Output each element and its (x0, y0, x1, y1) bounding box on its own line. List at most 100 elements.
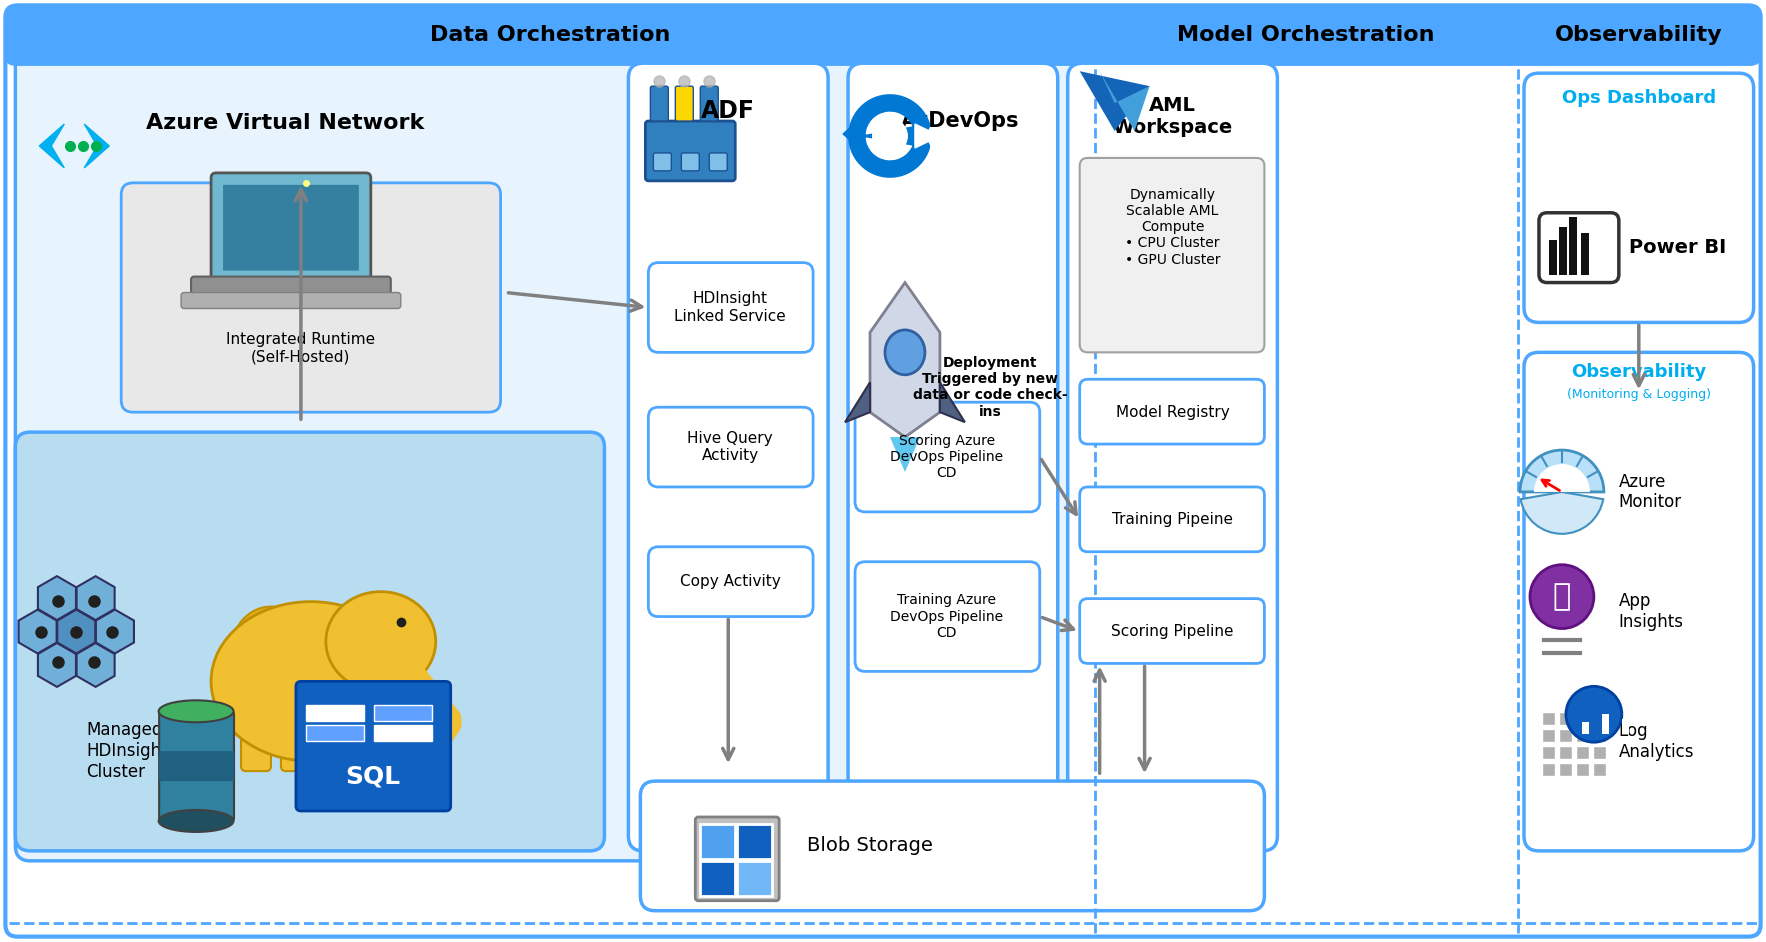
FancyBboxPatch shape (1559, 227, 1566, 274)
Polygon shape (890, 437, 920, 472)
Text: Model Registry: Model Registry (1116, 405, 1229, 420)
FancyBboxPatch shape (648, 263, 812, 352)
Text: Hive Query
Activity: Hive Query Activity (687, 430, 774, 463)
FancyBboxPatch shape (1542, 729, 1554, 742)
FancyBboxPatch shape (1559, 712, 1572, 725)
FancyBboxPatch shape (5, 6, 1761, 65)
FancyBboxPatch shape (1593, 746, 1605, 759)
Text: Scoring Azure
DevOps Pipeline
CD: Scoring Azure DevOps Pipeline CD (890, 434, 1003, 480)
Polygon shape (1100, 72, 1150, 131)
FancyBboxPatch shape (641, 781, 1264, 911)
FancyBboxPatch shape (1079, 598, 1264, 663)
Polygon shape (85, 124, 109, 168)
FancyBboxPatch shape (736, 861, 772, 896)
FancyBboxPatch shape (306, 706, 364, 722)
Ellipse shape (159, 810, 233, 832)
FancyBboxPatch shape (1575, 712, 1589, 725)
Wedge shape (1529, 564, 1595, 628)
FancyArrowPatch shape (413, 674, 449, 719)
Polygon shape (940, 382, 964, 422)
Text: Copy Activity: Copy Activity (680, 575, 781, 589)
FancyBboxPatch shape (159, 751, 235, 781)
Polygon shape (1079, 72, 1150, 131)
FancyBboxPatch shape (1542, 746, 1554, 759)
FancyBboxPatch shape (306, 725, 364, 741)
Polygon shape (871, 283, 940, 437)
FancyBboxPatch shape (645, 121, 735, 181)
FancyBboxPatch shape (1079, 158, 1264, 352)
FancyBboxPatch shape (182, 293, 401, 308)
FancyBboxPatch shape (159, 711, 235, 821)
Ellipse shape (159, 700, 233, 723)
Polygon shape (39, 124, 64, 168)
Ellipse shape (231, 607, 311, 696)
FancyBboxPatch shape (16, 43, 1084, 861)
Text: SQL: SQL (344, 764, 401, 788)
FancyBboxPatch shape (1575, 729, 1589, 742)
FancyBboxPatch shape (848, 63, 1058, 851)
FancyBboxPatch shape (1068, 63, 1277, 851)
Text: Observability: Observability (1554, 25, 1722, 45)
Text: Training Pipeine: Training Pipeine (1113, 512, 1233, 528)
Text: ADF: ADF (701, 99, 756, 123)
FancyBboxPatch shape (1593, 712, 1605, 725)
FancyBboxPatch shape (1602, 714, 1609, 734)
Polygon shape (37, 577, 76, 620)
FancyBboxPatch shape (1575, 746, 1589, 759)
Text: Dynamically
Scalable AML
Compute
• CPU Cluster
• GPU Cluster: Dynamically Scalable AML Compute • CPU C… (1125, 187, 1220, 267)
FancyBboxPatch shape (297, 681, 450, 811)
FancyBboxPatch shape (1568, 217, 1577, 274)
FancyBboxPatch shape (360, 716, 390, 771)
Text: Azure
Monitor: Azure Monitor (1619, 473, 1681, 512)
Text: Deployment
Triggered by new
data or code check-
ins: Deployment Triggered by new data or code… (913, 356, 1067, 418)
Polygon shape (842, 122, 857, 144)
FancyBboxPatch shape (1582, 723, 1589, 734)
FancyBboxPatch shape (5, 6, 1761, 936)
Polygon shape (76, 643, 115, 687)
Ellipse shape (212, 602, 411, 761)
Text: Observability: Observability (1572, 364, 1706, 382)
FancyBboxPatch shape (281, 716, 311, 771)
FancyBboxPatch shape (736, 824, 772, 859)
FancyBboxPatch shape (191, 277, 390, 295)
FancyBboxPatch shape (648, 407, 812, 487)
Text: AML
Workspace: AML Workspace (1113, 95, 1233, 137)
FancyBboxPatch shape (1593, 763, 1605, 776)
Text: Training Azure
DevOps Pipeline
CD: Training Azure DevOps Pipeline CD (890, 593, 1003, 640)
FancyBboxPatch shape (1542, 763, 1554, 776)
Text: Ops Dashboard: Ops Dashboard (1561, 89, 1717, 107)
Polygon shape (76, 577, 115, 620)
FancyBboxPatch shape (675, 86, 694, 121)
FancyBboxPatch shape (1621, 720, 1628, 734)
Text: Managed
HDInsight
Cluster: Managed HDInsight Cluster (87, 722, 168, 781)
Ellipse shape (885, 330, 925, 375)
Text: Log
Analytics: Log Analytics (1619, 722, 1694, 760)
FancyBboxPatch shape (855, 561, 1040, 672)
FancyBboxPatch shape (1593, 729, 1605, 742)
Text: (Monitoring & Logging): (Monitoring & Logging) (1566, 388, 1711, 400)
FancyBboxPatch shape (1559, 729, 1572, 742)
FancyBboxPatch shape (374, 725, 431, 741)
Ellipse shape (327, 592, 436, 691)
FancyBboxPatch shape (650, 86, 668, 121)
Polygon shape (37, 643, 76, 687)
FancyBboxPatch shape (1581, 233, 1589, 274)
FancyBboxPatch shape (1542, 712, 1554, 725)
FancyBboxPatch shape (16, 432, 604, 851)
FancyBboxPatch shape (1079, 380, 1264, 444)
FancyBboxPatch shape (696, 817, 779, 901)
FancyBboxPatch shape (374, 706, 431, 722)
FancyBboxPatch shape (701, 861, 735, 896)
FancyBboxPatch shape (855, 402, 1040, 512)
FancyBboxPatch shape (223, 185, 358, 270)
Text: Data Orchestration: Data Orchestration (431, 25, 671, 45)
Polygon shape (95, 609, 134, 654)
FancyBboxPatch shape (653, 153, 671, 171)
FancyBboxPatch shape (629, 63, 828, 851)
Wedge shape (872, 118, 908, 154)
FancyBboxPatch shape (1549, 239, 1558, 274)
Wedge shape (1535, 464, 1589, 492)
Text: HDInsight
Linked Service: HDInsight Linked Service (675, 291, 786, 324)
Text: Power BI: Power BI (1628, 238, 1725, 257)
FancyBboxPatch shape (1559, 763, 1572, 776)
